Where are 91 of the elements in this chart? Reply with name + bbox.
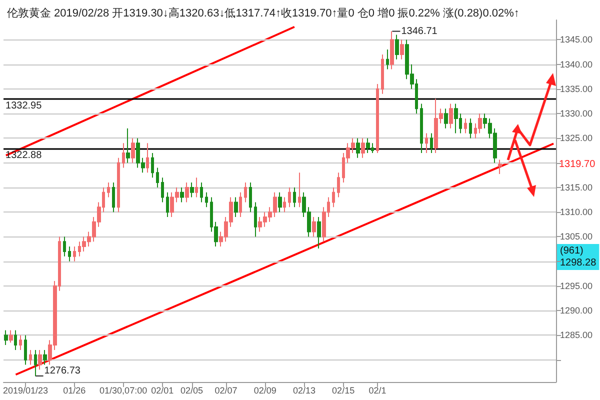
candlestick bbox=[117, 157, 120, 213]
candlestick bbox=[469, 118, 472, 139]
candlestick bbox=[356, 138, 360, 158]
candlestick bbox=[249, 182, 252, 213]
candlestick bbox=[200, 182, 203, 203]
candlestick bbox=[444, 108, 448, 129]
candlestick bbox=[390, 30, 394, 70]
candlestick bbox=[14, 330, 17, 350]
x-tick-label: 02/15 bbox=[332, 386, 355, 396]
y-tick-label: 1325.00 bbox=[560, 133, 593, 144]
y-tick-label: 1285.00 bbox=[560, 330, 593, 340]
candlestick bbox=[400, 39, 404, 60]
candlestick bbox=[239, 192, 242, 218]
y-tick-label: 1295.00 bbox=[560, 280, 593, 291]
candlestick bbox=[454, 103, 458, 134]
candlestick bbox=[151, 152, 154, 178]
candlestick bbox=[166, 192, 169, 218]
candlestick bbox=[478, 113, 482, 134]
candlestick bbox=[366, 138, 370, 154]
candlestick bbox=[43, 349, 47, 366]
candlestick bbox=[68, 246, 71, 262]
y-tick-label: 1330.00 bbox=[560, 108, 593, 119]
x-tick-label: 02/05 bbox=[180, 386, 204, 396]
y-tick-label: 1315.00 bbox=[560, 182, 593, 192]
x-tick-label: 02/07 bbox=[214, 386, 238, 396]
candlestick bbox=[107, 182, 110, 198]
candlestick bbox=[19, 334, 22, 350]
candlestick bbox=[34, 349, 37, 376]
candlestick bbox=[312, 216, 316, 238]
candlestick bbox=[9, 330, 13, 344]
candlestick bbox=[205, 192, 208, 208]
y-tick-label: 1345.00 bbox=[560, 34, 593, 45]
y-tick-label: 1335.00 bbox=[560, 84, 593, 94]
candlestick bbox=[112, 182, 115, 213]
x-tick-label: 02/13 bbox=[292, 386, 316, 396]
candlestick bbox=[337, 172, 340, 198]
annotation: 1346.71 bbox=[401, 26, 438, 37]
candlestick bbox=[332, 186, 335, 208]
chart-title: 伦敦黄金 2019/02/28 开1319.30↓高1320.63↓低1317.74↑收1319.70↑量0 仓0 增0 振0.22% 涨(0.28)0.02%↑ bbox=[7, 6, 520, 20]
candlestick bbox=[361, 138, 365, 158]
candlestick bbox=[190, 182, 194, 198]
text: 1298.28 bbox=[560, 258, 597, 268]
candlestick bbox=[4, 330, 8, 346]
candlestick bbox=[254, 202, 257, 238]
candlestick bbox=[386, 49, 389, 70]
candlestick bbox=[498, 159, 502, 174]
text: (961) bbox=[560, 246, 584, 256]
candlestick bbox=[185, 182, 189, 203]
x-tick-label: 02/01 bbox=[151, 386, 174, 396]
candlestick bbox=[283, 196, 286, 213]
x-tick-label: 01/26 bbox=[63, 386, 86, 396]
y-tick-label: 1290.00 bbox=[560, 306, 593, 316]
candlestick bbox=[278, 192, 282, 213]
candlestick bbox=[29, 349, 32, 366]
candlestick bbox=[395, 34, 399, 60]
candlestick bbox=[126, 128, 130, 164]
candlestick bbox=[464, 118, 467, 134]
candlestick bbox=[63, 236, 66, 257]
x-tick-label: 2019/01/23 bbox=[2, 386, 48, 396]
candlestick bbox=[180, 186, 184, 203]
ref-line-label: 1332.95 bbox=[6, 100, 42, 112]
candlestick bbox=[288, 186, 291, 208]
candlestick bbox=[298, 172, 301, 208]
candlestick bbox=[146, 142, 149, 174]
x-tick-label: 02/09 bbox=[254, 386, 276, 396]
candlestick bbox=[195, 177, 198, 198]
candlestick bbox=[161, 177, 164, 203]
candlestick bbox=[449, 103, 453, 129]
candlestick bbox=[420, 103, 423, 154]
y-tick-label: 1305.00 bbox=[560, 232, 593, 242]
candlestick bbox=[381, 54, 384, 94]
candlestick bbox=[234, 196, 238, 218]
candlestick bbox=[425, 132, 428, 154]
y-tick-label: 1310.00 bbox=[560, 207, 593, 218]
text: 1319.70 bbox=[559, 158, 596, 170]
candlestick bbox=[122, 142, 125, 168]
x-tick-label: 01/30,07:00 bbox=[100, 386, 148, 396]
candlestick bbox=[317, 216, 321, 250]
candlestick bbox=[293, 186, 296, 208]
candlestick bbox=[376, 84, 379, 154]
candlestick bbox=[38, 349, 42, 370]
ref-line-label: 1322.88 bbox=[6, 150, 42, 162]
candlestick bbox=[73, 246, 76, 262]
y-tick-label: 1340.00 bbox=[560, 59, 593, 70]
candlestick bbox=[430, 132, 433, 154]
candlestick bbox=[131, 138, 135, 164]
candlestick bbox=[244, 182, 247, 203]
candlestick bbox=[156, 167, 159, 188]
annotation: 1276.73 bbox=[44, 365, 81, 376]
candlestick bbox=[24, 334, 27, 366]
x-tick-label: 02/1 bbox=[368, 386, 386, 396]
